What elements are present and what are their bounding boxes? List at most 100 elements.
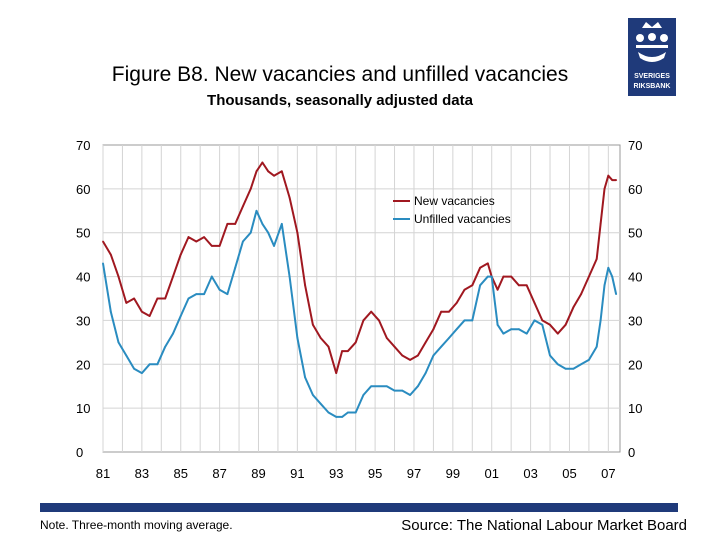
series-1-point [249, 187, 252, 190]
series-1-point [133, 297, 135, 300]
series-2-point [102, 262, 104, 265]
series-1-point [195, 240, 198, 243]
chart-subtitle: Thousands, seasonally adjusted data [207, 92, 473, 109]
series-1-point [525, 284, 528, 287]
series-2-point [273, 244, 275, 247]
series-2-point [463, 319, 466, 322]
series-2-point [432, 354, 435, 357]
series-2-point [319, 402, 322, 405]
x-tick-label: 95 [368, 466, 382, 481]
series-1-point [432, 328, 435, 331]
series-2-point [409, 394, 411, 396]
series-1-point [203, 236, 205, 239]
series-1-point [580, 293, 583, 296]
series-2-point [312, 394, 314, 396]
x-tick-label: 83 [135, 466, 149, 481]
series-1-point [541, 319, 544, 322]
x-tick-label: 01 [484, 466, 498, 481]
series-2-point [346, 411, 349, 414]
series-2-point [471, 319, 474, 322]
series-1-point [518, 284, 520, 287]
crown-emblem-icon: SVERIGES RIKSBANK [628, 18, 676, 96]
series-1-point [210, 244, 213, 247]
series-1-point [549, 323, 551, 326]
series-2-point [296, 337, 299, 339]
y-tick-label-right: 30 [628, 313, 642, 328]
y-tick-label-right: 0 [628, 445, 635, 460]
series-1-point [148, 315, 151, 317]
series-1-point [448, 310, 450, 313]
y-tick-label-left: 30 [76, 313, 90, 328]
series-1-point [346, 350, 349, 353]
series-1-point [409, 359, 411, 361]
x-tick-label: 87 [212, 466, 226, 481]
y-tick-label-left: 0 [76, 445, 83, 460]
series-2-point [564, 367, 567, 370]
series-1-point [471, 284, 474, 287]
series-1-point [140, 310, 143, 313]
chart-source: Source: The National Labour Market Board [401, 517, 687, 534]
series-1-point [125, 301, 128, 304]
series-1-point [416, 354, 419, 357]
series-1-point [218, 244, 221, 247]
series-1-point [187, 236, 190, 239]
y-tick-label-right: 50 [628, 226, 642, 241]
series-1-point [354, 341, 357, 344]
series-1-point [401, 354, 404, 357]
series-2-point [455, 328, 458, 331]
series-1-point [611, 179, 614, 181]
series-1-point [319, 337, 322, 339]
x-tick-label: 93 [329, 466, 343, 481]
riksbank-logo: SVERIGES RIKSBANK [628, 18, 676, 96]
series-2-point [479, 284, 481, 287]
series-2-point [327, 411, 330, 414]
x-tick-label: 91 [290, 466, 304, 481]
series-2-point [164, 345, 167, 348]
series-1-point [273, 174, 275, 177]
series-1-point [510, 275, 513, 278]
chart-title: Figure B8. New vacancies and unfilled va… [111, 63, 569, 86]
series-2-point [267, 231, 270, 234]
series-2-point [109, 310, 112, 313]
series-1-point [296, 231, 299, 234]
series-2-point [255, 209, 258, 212]
series-1-point [312, 323, 314, 326]
series-2-point [599, 319, 602, 322]
x-tick-label: 89 [251, 466, 265, 481]
series-1-point [117, 275, 120, 278]
series-line-2 [102, 209, 618, 418]
series-2-point [490, 275, 493, 278]
series-1-point [164, 297, 167, 300]
y-tick-label-left: 10 [76, 401, 90, 416]
series-2-point [249, 231, 252, 234]
series-2-point [203, 293, 205, 296]
series-1-point [603, 187, 606, 190]
series-2-point [533, 319, 536, 322]
series-2-point [335, 416, 338, 418]
series-2-point [280, 223, 283, 225]
series-2-point [572, 367, 575, 370]
series-2-point [541, 323, 544, 326]
series-1-point [234, 223, 237, 225]
series-1-point [109, 253, 112, 256]
series-1-point [564, 323, 567, 326]
series-1-point [607, 174, 610, 177]
y-tick-label-left: 20 [76, 357, 90, 372]
series-2-point [525, 332, 528, 335]
series-1-point [385, 337, 388, 339]
y-tick-label-right: 10 [628, 401, 642, 416]
series-2-point [242, 240, 244, 243]
series-1-point [172, 275, 174, 278]
series-2-point [234, 266, 237, 269]
series-2-point [304, 376, 307, 379]
series-2-point [549, 354, 551, 357]
series-1-point [362, 319, 365, 322]
series-2-point [448, 337, 450, 339]
y-tick-label-right: 40 [628, 270, 642, 285]
series-1-point [267, 170, 270, 173]
series-2-point [440, 345, 443, 348]
x-tick-label: 81 [96, 466, 110, 481]
series-2-point [362, 394, 365, 396]
series-1-point [595, 258, 598, 260]
y-tick-label-left: 60 [76, 182, 90, 197]
